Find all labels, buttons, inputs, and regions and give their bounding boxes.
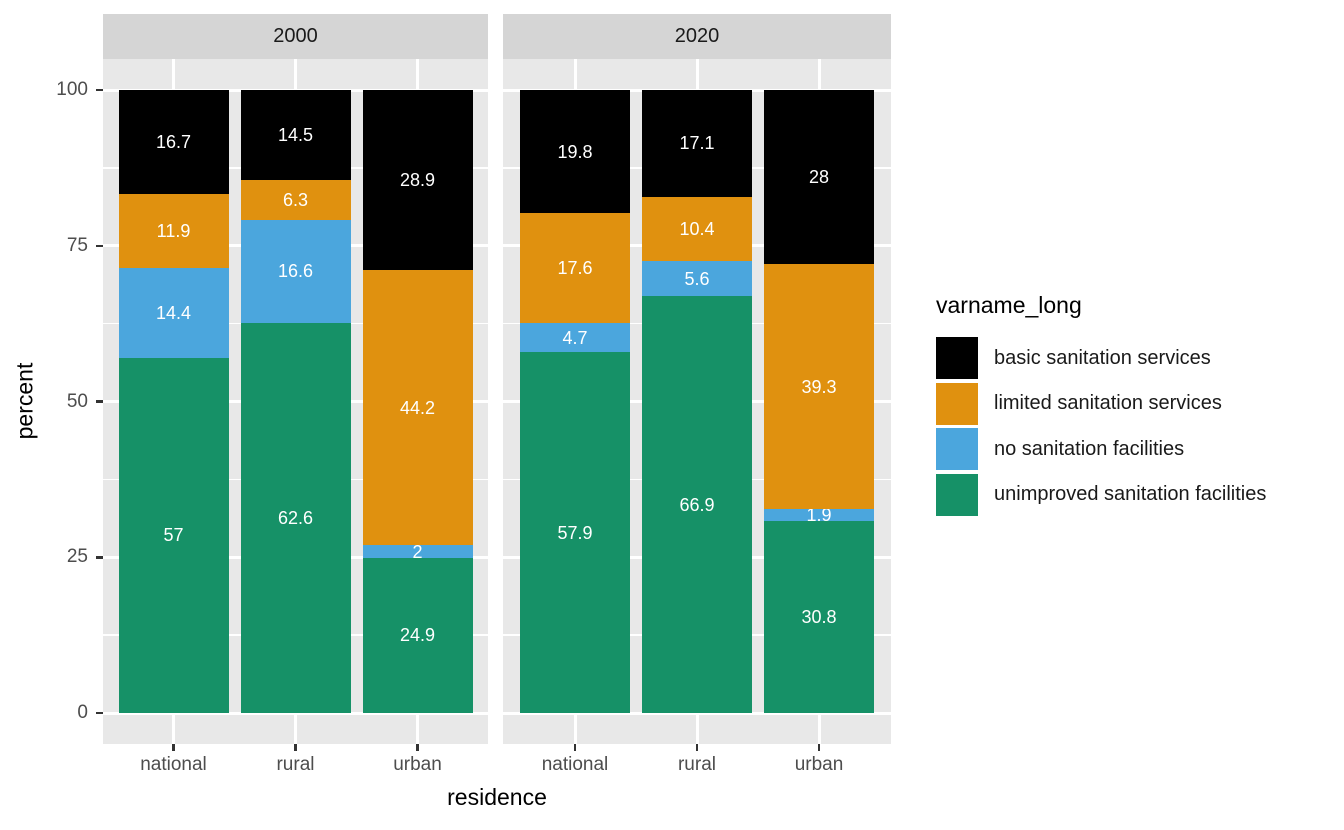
segment-no bbox=[764, 509, 874, 522]
y-tick-mark bbox=[96, 711, 103, 715]
legend-item-label: basic sanitation services bbox=[994, 346, 1211, 369]
y-tick-label: 50 bbox=[66, 390, 88, 412]
x-tick-mark bbox=[695, 744, 699, 751]
segment-limited bbox=[240, 180, 351, 220]
segment-no bbox=[642, 261, 752, 297]
x-tick-mark bbox=[294, 744, 297, 751]
y-tick-mark bbox=[96, 88, 103, 92]
segment-limited bbox=[642, 196, 752, 262]
legend: varname_long basic sanitation services li… bbox=[936, 292, 1266, 519]
segment-basic bbox=[362, 90, 473, 271]
x-tick-mark bbox=[817, 744, 821, 751]
facet-2020: 2020 57.9 4.7 17.6 19.8 66.9 5.6 10.4 17.1 30.8 1.… bbox=[503, 14, 891, 744]
bar-2020-rural: 66.9 5.6 10.4 17.1 bbox=[642, 59, 752, 744]
segment-basic bbox=[118, 90, 229, 195]
y-tick-label: 25 bbox=[66, 546, 88, 568]
segment-limited bbox=[764, 264, 874, 510]
segment-unimproved bbox=[118, 357, 229, 713]
segment-no bbox=[362, 545, 473, 558]
x-tick-label: rural bbox=[677, 754, 716, 775]
segment-no bbox=[520, 323, 630, 353]
x-tick-label: national bbox=[541, 754, 609, 775]
segment-limited bbox=[362, 270, 473, 546]
facet-2000: 2000 57 14.4 11.9 16.7 62.6 16.6 6.3 14.5 24.9 2 44… bbox=[103, 14, 488, 744]
legend-items: basic sanitation services limited sanitat… bbox=[936, 337, 1266, 516]
segment-unimproved bbox=[520, 352, 630, 713]
segment-basic bbox=[764, 90, 874, 265]
y-tick-label: 100 bbox=[56, 79, 88, 100]
facet-panel: 57.9 4.7 17.6 19.8 66.9 5.6 10.4 17.1 30.8 1.9 39.… bbox=[503, 59, 891, 744]
segment-basic bbox=[520, 90, 630, 214]
x-tick-label: national bbox=[140, 754, 207, 775]
legend-key-swatch bbox=[936, 428, 978, 470]
x-tick-label: rural bbox=[276, 754, 315, 775]
segment-no bbox=[118, 268, 229, 358]
x-tick-mark bbox=[172, 744, 175, 751]
legend-item: no sanitation facilities bbox=[936, 428, 1266, 470]
facet-panel: 57 14.4 11.9 16.7 62.6 16.6 6.3 14.5 24.9 2 44.2 28… bbox=[103, 59, 488, 744]
x-tick-mark bbox=[416, 744, 419, 751]
y-tick-mark bbox=[96, 400, 103, 403]
legend-key-swatch bbox=[936, 382, 978, 425]
segment-limited bbox=[520, 213, 630, 323]
x-tick-mark bbox=[573, 744, 577, 751]
legend-key-swatch bbox=[936, 337, 978, 379]
segment-unimproved bbox=[240, 323, 351, 713]
bar-2020-national: 57.9 4.7 17.6 19.8 bbox=[520, 59, 630, 744]
segment-unimproved bbox=[362, 557, 473, 713]
segment-no bbox=[240, 219, 351, 323]
segment-unimproved bbox=[764, 521, 874, 713]
facet-strip: 2020 bbox=[503, 14, 891, 59]
segment-basic bbox=[642, 90, 752, 197]
legend-item: limited sanitation services bbox=[936, 382, 1266, 425]
legend-item-label: limited sanitation services bbox=[994, 392, 1222, 414]
legend-key-swatch bbox=[936, 473, 978, 516]
x-tick-label: urban bbox=[794, 754, 844, 775]
bar-2000-national: 57 14.4 11.9 16.7 bbox=[118, 59, 229, 744]
y-tick-mark bbox=[96, 244, 103, 247]
legend-item-label: no sanitation facilities bbox=[994, 437, 1185, 460]
legend-item: unimproved sanitation facilities bbox=[936, 473, 1267, 516]
legend-title: varname_long bbox=[936, 292, 1082, 318]
facet-strip: 2000 bbox=[103, 14, 488, 59]
y-tick-label: 0 bbox=[77, 702, 88, 723]
y-tick-label: 75 bbox=[66, 234, 88, 256]
segment-basic bbox=[240, 90, 351, 181]
y-tick-mark bbox=[96, 556, 103, 559]
bar-2020-urban: 30.8 1.9 39.3 28 bbox=[764, 59, 874, 744]
bar-2000-urban: 24.9 2 44.2 28.9 bbox=[362, 59, 473, 744]
legend-item: basic sanitation services bbox=[936, 337, 1266, 379]
x-tick-label: urban bbox=[393, 754, 442, 775]
segment-limited bbox=[118, 194, 229, 269]
x-axis-title: residence bbox=[447, 784, 547, 810]
segment-unimproved bbox=[642, 296, 752, 713]
legend-item-label: unimproved sanitation facilities bbox=[994, 483, 1267, 505]
bar-2000-rural: 62.6 16.6 6.3 14.5 bbox=[240, 59, 351, 744]
